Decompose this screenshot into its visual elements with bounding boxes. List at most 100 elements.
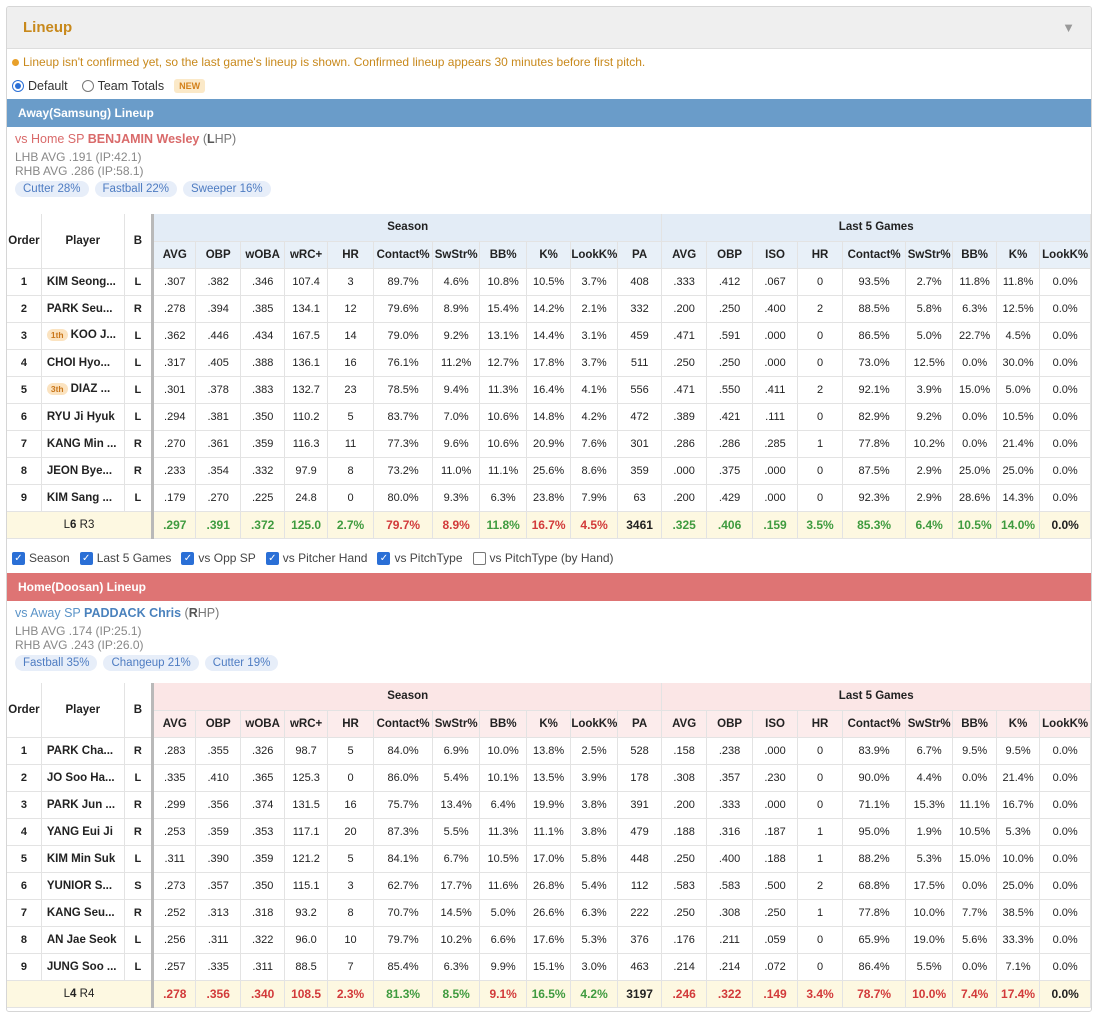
player-name[interactable]: AN Jae Seok (46, 933, 117, 946)
col-order[interactable]: Order (7, 683, 42, 738)
table-row[interactable]: 3 PARK Jun ... R .299.356.374 131.5 16 75.7% 13… (7, 791, 1091, 819)
player-name[interactable]: KOO J... (70, 329, 116, 342)
col-bats[interactable]: B (124, 683, 154, 738)
season-col-header[interactable]: wRC+ (284, 241, 328, 269)
season-col-header[interactable]: Contact% (373, 241, 433, 269)
last5-col-header[interactable]: ISO (752, 710, 798, 738)
season-col-header[interactable]: LookK% (570, 710, 618, 738)
player-name[interactable]: KANG Seu... (46, 906, 115, 919)
season-col-header[interactable]: BB% (479, 710, 527, 738)
radio-default-label[interactable]: Default (28, 79, 68, 93)
season-col-header[interactable]: K% (526, 241, 572, 269)
filter-checkbox[interactable]: ✓ Season (12, 551, 70, 565)
checkmark-icon[interactable]: ✓ (265, 551, 279, 565)
season-col-header[interactable]: BB% (479, 241, 527, 269)
last5-col-header[interactable]: SwStr% (905, 710, 954, 738)
season-col-header[interactable]: wOBA (240, 710, 286, 738)
season-col-header[interactable]: PA (617, 241, 663, 269)
filter-checkbox[interactable]: ✓ vs PitchType (377, 551, 463, 565)
season-col-header[interactable]: SwStr% (432, 710, 481, 738)
filter-label[interactable]: Season (29, 551, 70, 565)
last5-col-header[interactable]: Contact% (842, 710, 906, 738)
player-name[interactable]: DIAZ ... (70, 383, 111, 396)
filter-label[interactable]: Last 5 Games (96, 551, 172, 565)
last5-col-header[interactable]: AVG (661, 710, 707, 738)
table-row[interactable]: 2 PARK Seu... R .278.394.385 134.1 12 79.6% 8.9… (7, 295, 1091, 323)
player-name[interactable]: YANG Eui Ji (46, 825, 113, 838)
filter-checkbox[interactable]: ✓ vs Pitcher Hand (265, 551, 368, 565)
table-row[interactable]: 1 KIM Seong... L .307.382.346 107.4 3 89.7% 4.6… (7, 268, 1091, 296)
last5-col-header[interactable]: SwStr% (905, 241, 954, 269)
col-order[interactable]: Order (7, 214, 42, 269)
player-name[interactable]: JUNG Soo ... (46, 960, 117, 973)
radio-team-totals-label[interactable]: Team Totals (97, 79, 165, 93)
table-row[interactable]: 5 3th DIAZ ... L .301.378.383 132.7 23 78.5% 9.4… (7, 376, 1091, 404)
table-row[interactable]: 6 RYU Ji Hyuk L .294.381.350 110.2 5 83.7% 7.0%… (7, 403, 1091, 431)
player-name[interactable]: KIM Min Suk (46, 852, 116, 865)
checkmark-icon[interactable]: ✓ (377, 551, 391, 565)
table-row[interactable]: 4 YANG Eui Ji R .253.359.353 117.1 20 87.3% 5.5… (7, 818, 1091, 846)
filter-checkbox[interactable]: vs PitchType (by Hand) (472, 551, 614, 565)
table-row[interactable]: 8 JEON Bye... R .233.354.332 97.9 8 73.2% 11.0%… (7, 457, 1091, 485)
last5-col-header[interactable]: K% (996, 241, 1041, 269)
player-name[interactable]: KANG Min ... (46, 437, 117, 450)
season-col-header[interactable]: Contact% (373, 710, 433, 738)
season-col-header[interactable]: HR (327, 241, 375, 269)
last5-col-header[interactable]: OBP (706, 710, 754, 738)
player-name[interactable]: JO Soo Ha... (46, 771, 115, 784)
player-name-cell[interactable]: RYU Ji Hyuk (41, 403, 125, 431)
season-col-header[interactable]: LookK% (570, 241, 618, 269)
col-bats[interactable]: B (124, 214, 154, 269)
table-row[interactable]: 2 JO Soo Ha... L .335.410.365 125.3 0 86.0% 5.4… (7, 764, 1091, 792)
table-row[interactable]: 1 PARK Cha... R .283.355.326 98.7 5 84.0% 6.9% 1… (7, 737, 1091, 765)
season-col-header[interactable]: K% (526, 710, 572, 738)
col-player[interactable]: Player (41, 214, 125, 269)
checkmark-icon[interactable]: ✓ (12, 551, 25, 565)
player-name-cell[interactable]: CHOI Hyo... (41, 349, 125, 377)
player-name[interactable]: PARK Seu... (46, 302, 113, 315)
last5-col-header[interactable]: LookK% (1039, 241, 1091, 269)
radio-default-indicator[interactable] (12, 80, 24, 92)
table-row[interactable]: 9 KIM Sang ... L .179.270.225 24.8 0 80.0% 9.3%… (7, 484, 1091, 512)
last5-col-header[interactable]: BB% (952, 710, 997, 738)
table-row[interactable]: 7 KANG Min ... R .270.361.359 116.3 11 77.3% 9.… (7, 430, 1091, 458)
player-name[interactable]: RYU Ji Hyuk (46, 410, 115, 423)
player-name-cell[interactable]: PARK Cha... (41, 737, 125, 765)
season-col-header[interactable]: OBP (195, 710, 241, 738)
season-col-header[interactable]: HR (327, 710, 375, 738)
player-name-cell[interactable]: YANG Eui Ji (41, 818, 125, 846)
table-row[interactable]: 4 CHOI Hyo... L .317.405.388 136.1 16 76.1% 11.… (7, 349, 1091, 377)
player-name[interactable]: PARK Jun ... (46, 798, 116, 811)
last5-col-header[interactable]: BB% (952, 241, 997, 269)
player-name[interactable]: KIM Sang ... (46, 491, 113, 504)
filter-label[interactable]: vs Opp SP (198, 551, 256, 565)
empty-checkbox-icon[interactable] (472, 551, 486, 565)
last5-col-header[interactable]: OBP (706, 241, 754, 269)
season-col-header[interactable]: SwStr% (432, 241, 481, 269)
player-name-cell[interactable]: JO Soo Ha... (41, 764, 125, 792)
radio-team-totals[interactable]: Team Totals (81, 79, 165, 93)
player-name-cell[interactable]: KANG Min ... (41, 430, 125, 458)
last5-col-header[interactable]: K% (996, 710, 1041, 738)
season-col-header[interactable]: wRC+ (284, 710, 328, 738)
filter-label[interactable]: vs PitchType (394, 551, 463, 565)
col-player[interactable]: Player (41, 683, 125, 738)
season-col-header[interactable]: PA (617, 710, 663, 738)
table-row[interactable]: 8 AN Jae Seok L .256.311.322 96.0 10 79.7% 10.2… (7, 926, 1091, 954)
triangle-down-icon[interactable]: ▼ (1062, 20, 1075, 35)
table-row[interactable]: 9 JUNG Soo ... L .257.335.311 88.5 7 85.4% 6.3%… (7, 953, 1091, 981)
player-name-cell[interactable]: JUNG Soo ... (41, 953, 125, 981)
radio-team-totals-indicator[interactable] (81, 80, 94, 92)
last5-col-header[interactable]: ISO (752, 241, 798, 269)
player-name[interactable]: CHOI Hyo... (46, 356, 111, 369)
checkmark-icon[interactable]: ✓ (181, 551, 195, 565)
table-row[interactable]: 5 KIM Min Suk L .311.390.359 121.2 5 84.1% 6.7%… (7, 845, 1091, 873)
last5-col-header[interactable]: HR (797, 241, 844, 269)
season-col-header[interactable]: wOBA (240, 241, 286, 269)
last5-col-header[interactable]: Contact% (842, 241, 906, 269)
filter-label[interactable]: vs Pitcher Hand (282, 551, 368, 565)
season-col-header[interactable]: AVG (150, 241, 197, 269)
player-name-cell[interactable]: YUNIOR S... (41, 872, 125, 900)
player-name-cell[interactable]: KIM Sang ... (41, 484, 125, 512)
player-name-cell[interactable]: JEON Bye... (41, 457, 125, 485)
